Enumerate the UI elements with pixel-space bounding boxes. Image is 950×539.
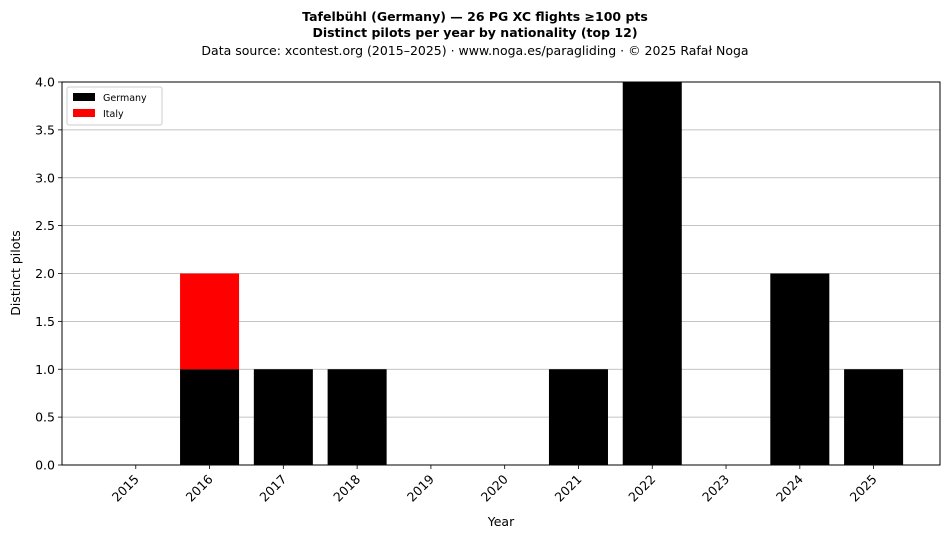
legend-swatch-italy: [73, 109, 95, 117]
legend-label-italy: Italy: [103, 109, 124, 120]
y-tick-label: 1.5: [35, 314, 55, 329]
bar-germany-2021: [548, 369, 608, 465]
bar-italy-2016: [180, 273, 240, 370]
bar-germany-2017: [253, 369, 313, 465]
plot-frame: [61, 81, 941, 466]
x-tick-label: 2025: [847, 472, 880, 505]
bar-germany-2016: [180, 369, 240, 465]
chart-title: Tafelbühl (Germany) — 26 PG XC flights ≥…: [302, 9, 648, 24]
chart-source: Data source: xcontest.org (2015–2025) · …: [201, 43, 748, 58]
y-axis-label: Distinct pilots: [8, 230, 23, 316]
y-tick-label: 2.0: [35, 266, 55, 281]
x-tick-label: 2021: [551, 472, 584, 505]
x-tick-label: 2019: [404, 471, 437, 504]
x-tick-label: 2017: [256, 472, 289, 505]
y-tick-label: 4.0: [35, 75, 55, 90]
y-tick-label: 3.5: [35, 122, 55, 137]
x-tick-label: 2023: [699, 472, 732, 505]
x-tick-label: 2020: [478, 471, 511, 504]
legend-label-germany: Germany: [103, 93, 147, 104]
bar-germany-2022: [622, 82, 682, 465]
x-tick-label: 2016: [183, 471, 216, 504]
x-tick-label: 2024: [773, 471, 806, 504]
bar-germany-2018: [327, 369, 387, 465]
y-tick-label: 1.0: [35, 362, 55, 377]
y-tick-label: 0.0: [35, 458, 55, 473]
x-tick-label: 2018: [330, 471, 363, 504]
y-tick-label: 3.0: [35, 170, 55, 185]
y-tick-label: 2.5: [35, 218, 55, 233]
legend-swatch-germany: [73, 93, 95, 101]
x-axis-label: Year: [487, 514, 515, 529]
chart-subtitle: Distinct pilots per year by nationality …: [312, 25, 637, 40]
bar-germany-2025: [844, 369, 904, 465]
bar-germany-2024: [770, 273, 830, 465]
x-tick-label: 2022: [625, 472, 658, 505]
x-tick-label: 2015: [109, 472, 142, 505]
y-tick-label: 0.5: [35, 410, 55, 425]
